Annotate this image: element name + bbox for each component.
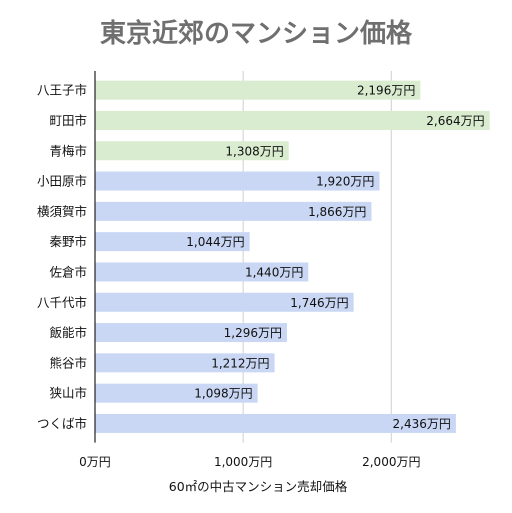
bar — [95, 232, 250, 252]
bars — [95, 80, 490, 433]
bar — [95, 262, 309, 282]
category-label: 横須賀市 — [37, 204, 87, 219]
x-axis-label: 60㎡の中古マンション売却価格 — [169, 479, 348, 494]
value-labels: 2,196万円 2,664万円 1,308万円 1,920万円 1,866万円 1,044… — [186, 84, 484, 431]
category-label: 小田原市 — [37, 174, 87, 189]
x-tick-label: 2,000万円 — [362, 455, 420, 469]
category-label: 八千代市 — [37, 295, 87, 310]
category-label: つくば市 — [37, 416, 87, 431]
data-label: 1,308万円 — [225, 144, 283, 158]
bar — [95, 323, 287, 343]
x-tick-labels: 0万円 1,000万円 2,000万円 — [79, 455, 420, 469]
x-tick-label: 1,000万円 — [214, 455, 272, 469]
x-tick-label: 0万円 — [79, 455, 111, 469]
category-label: 熊谷市 — [49, 355, 87, 370]
data-label: 1,044万円 — [186, 235, 244, 249]
bar — [95, 80, 421, 100]
category-label: 秦野市 — [49, 234, 87, 249]
bar — [95, 292, 354, 312]
bar — [95, 141, 289, 161]
data-label: 1,098万円 — [194, 387, 252, 401]
data-label: 1,440万円 — [245, 265, 303, 279]
data-label: 1,212万円 — [211, 356, 269, 370]
category-label: 狭山市 — [49, 386, 87, 401]
bar — [95, 413, 456, 433]
data-label: 2,436万円 — [393, 417, 451, 431]
bar — [95, 201, 372, 221]
category-label: 八王子市 — [37, 83, 87, 98]
category-label: 佐倉市 — [49, 264, 87, 279]
category-label: 青梅市 — [49, 143, 87, 158]
data-label: 1,296万円 — [224, 326, 282, 340]
data-label: 2,196万円 — [357, 84, 415, 98]
bar — [95, 110, 490, 130]
data-label: 1,920万円 — [316, 175, 374, 189]
grid — [242, 71, 392, 443]
data-label: 1,866万円 — [308, 205, 366, 219]
chart-title: 東京近郊のマンション価格 — [100, 18, 413, 49]
category-label: 町田市 — [49, 113, 87, 128]
bar — [95, 353, 275, 373]
category-label: 飯能市 — [49, 325, 87, 340]
category-labels: 八王子市町田市青梅市小田原市横須賀市秦野市佐倉市八千代市飯能市熊谷市狭山市つくば… — [37, 83, 87, 431]
bar — [95, 383, 258, 403]
data-label: 1,746万円 — [290, 296, 348, 310]
bar — [95, 171, 380, 191]
data-label: 2,664万円 — [426, 114, 484, 128]
